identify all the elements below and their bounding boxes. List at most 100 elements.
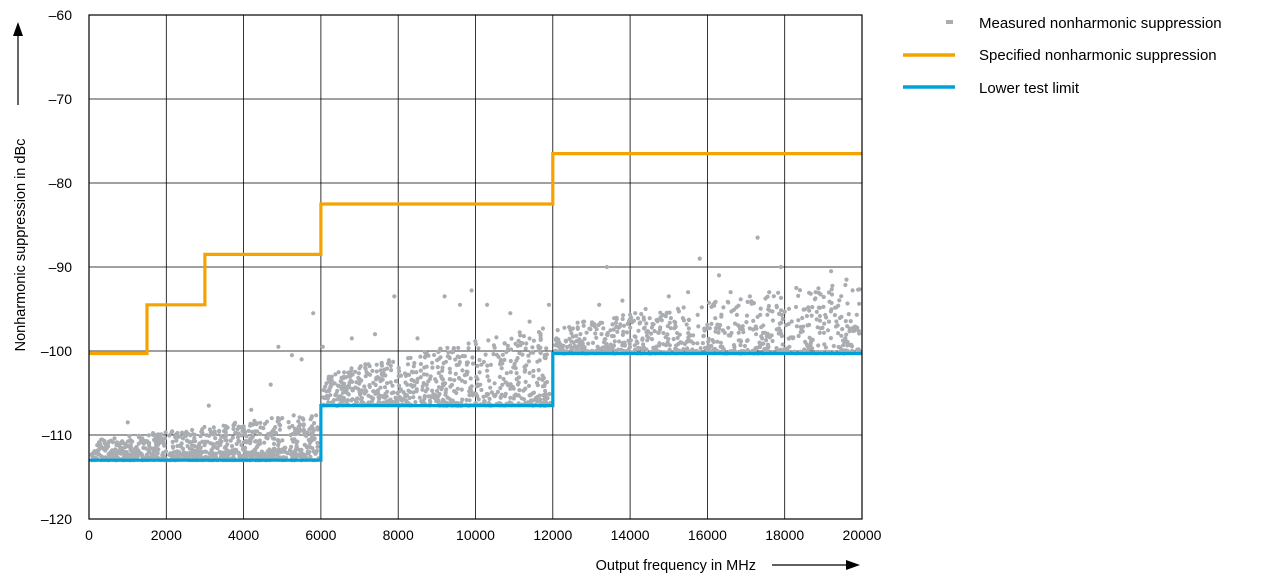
data-point [315,440,320,445]
data-point [389,368,394,373]
data-point [698,346,703,351]
data-point [696,324,701,329]
data-point [789,319,794,324]
data-point [134,446,139,451]
data-point [115,455,120,460]
x-tick-labels: 0 2000 4000 6000 8000 10000 12000 14000 16000 180… [85,527,882,543]
data-point [676,309,682,314]
data-point [817,318,823,323]
data-point [695,312,700,317]
data-point [771,294,776,299]
data-point [428,374,433,379]
data-point [258,420,263,425]
data-point [765,342,771,347]
y-axis-title: Nonharmonic suppression in dBc [13,139,29,352]
data-point [309,424,314,429]
data-point [758,306,763,311]
data-point [836,331,841,336]
data-point [487,396,492,401]
data-point [244,440,249,445]
data-point [193,448,198,453]
data-point [418,354,423,359]
data-point [594,327,599,332]
data-point [211,425,216,430]
data-point [185,438,190,443]
data-point [816,343,821,348]
data-point [523,346,528,351]
data-point [236,431,241,436]
data-point [294,446,299,451]
data-point [800,315,805,321]
data-point [388,363,393,368]
data-point [808,343,813,348]
data-point [311,428,316,433]
data-point [411,364,416,369]
data-point [516,380,521,385]
data-point [612,339,617,344]
data-point [385,389,390,394]
data-point [307,427,312,432]
data-point [823,345,829,350]
data-point [153,433,158,438]
data-point [156,447,161,452]
x-axis-title-group: Output frequency in MHz [596,558,860,574]
data-point [695,341,700,346]
data-point [231,426,236,431]
data-point [127,433,132,439]
data-point [643,306,648,312]
data-point [468,385,473,390]
legend: Measured nonharmonic suppression Specifi… [903,15,1222,97]
data-point [302,428,307,433]
data-point [633,311,638,316]
data-point [574,333,579,338]
x-axis-arrow-head [846,560,860,570]
data-point [234,441,239,447]
data-point [848,319,853,324]
data-point [747,294,753,299]
data-point [325,396,330,401]
data-point [761,323,766,328]
data-point [514,371,519,376]
data-point [809,313,814,318]
data-point [488,362,493,367]
data-point [289,353,294,358]
data-point [857,301,862,306]
data-point [780,342,785,347]
data-point [304,445,309,450]
data-point [469,288,474,293]
data-point [386,361,391,366]
data-point [641,345,647,350]
data-point [667,320,672,325]
data-point [483,352,488,357]
data-point [385,381,390,386]
data-point [270,450,276,455]
data-point [447,366,452,371]
data-point [581,319,586,324]
data-point [391,359,396,364]
data-point [543,356,548,361]
data-point [255,444,260,449]
data-point [751,327,756,332]
data-point [464,372,469,377]
data-point [213,436,218,441]
data-point [686,317,691,322]
data-point [519,396,524,401]
data-point [421,381,426,386]
data-point [702,328,707,333]
data-point [258,425,263,430]
data-point [133,455,139,460]
x-tick-label: 14000 [611,527,650,543]
data-point [342,370,347,375]
data-point [198,434,203,439]
data-point [426,379,431,384]
data-point [718,344,723,349]
data-point [810,337,815,342]
data-point [845,343,850,348]
data-point [424,351,429,356]
data-point [485,374,490,379]
data-point [235,435,240,440]
data-point [96,452,101,457]
data-point [253,448,258,453]
data-point [114,440,120,445]
legend-swatch-measured [946,20,953,24]
